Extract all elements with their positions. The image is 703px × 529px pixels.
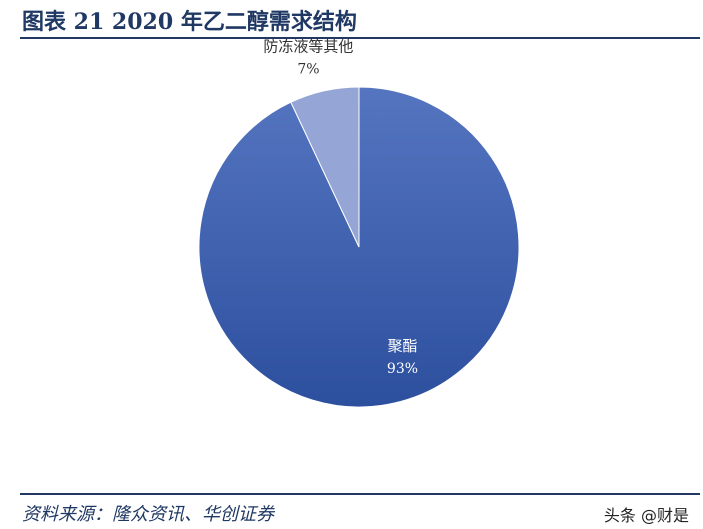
title-divider xyxy=(20,37,700,39)
footer-divider xyxy=(20,493,700,495)
pie-slice-1 xyxy=(290,86,360,248)
slice-label-1: 防冻液等其他 xyxy=(263,37,353,55)
source-note: 资料来源：隆众资讯、华创证券 xyxy=(22,504,274,525)
slice-value-label-1: 7% xyxy=(297,61,319,77)
slice-label-0: 聚酯 xyxy=(387,337,417,355)
chart-title: 图表 21 2020 年乙二醇需求结构 xyxy=(22,9,357,35)
watermark: 头条 @财是 xyxy=(603,506,689,525)
slice-value-label-0: 93% xyxy=(387,361,418,377)
